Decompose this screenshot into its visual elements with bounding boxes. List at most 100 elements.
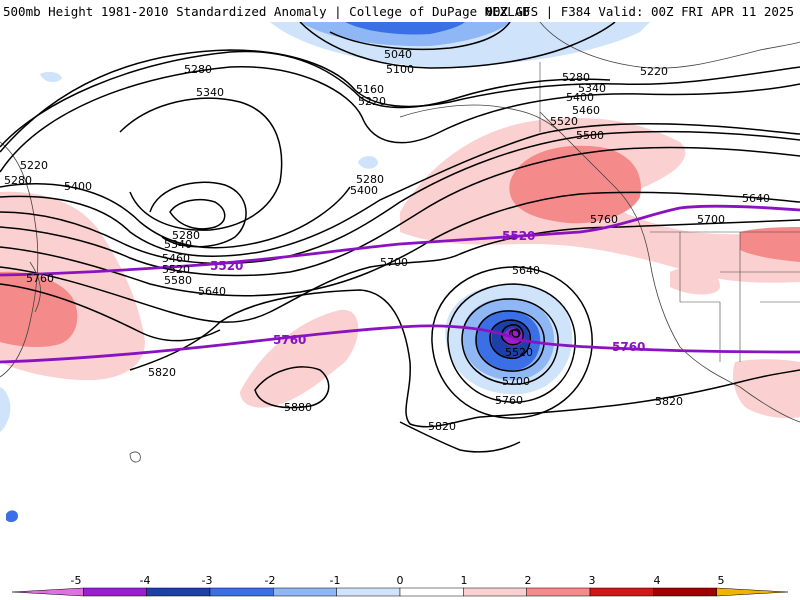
label-5820-east: 5820: [655, 395, 683, 408]
legend-color-segment: [653, 587, 717, 597]
contour-5460: [0, 122, 800, 257]
label-5040: 5040: [384, 48, 412, 61]
color-scale-legend: -5 -4 -3 -2 -1 0 1 2 3 4 5: [11, 574, 789, 597]
label-5280-low: 5280: [172, 229, 200, 242]
label-5880: 5880: [284, 401, 312, 414]
contour-5160: [0, 50, 611, 148]
label-5640-east: 5640: [742, 192, 770, 205]
label-5220-north: 5220: [358, 95, 386, 108]
border-states: [679, 232, 800, 362]
map-title: 500mb Height 1981-2010 Standardized Anom…: [3, 4, 530, 19]
label-5340-east: 5340: [578, 82, 606, 95]
label-5640-west: 5640: [198, 285, 226, 298]
label-5160: 5160: [356, 83, 384, 96]
label-5760-east: 5760: [590, 213, 618, 226]
label-5280-west: 5280: [4, 174, 32, 187]
coastline-island: [129, 451, 141, 463]
label-5100: 5100: [386, 63, 414, 76]
highlight-contours: [0, 204, 800, 364]
negative-anomaly-west: [0, 387, 11, 432]
legend-tick-labels: -5 -4 -3 -2 -1 0 1 2 3 4 5: [71, 574, 725, 587]
legend-tick-m4: -4: [140, 574, 151, 587]
legend-tick-m1: -1: [330, 574, 341, 587]
coastline-north: [539, 22, 800, 69]
legend-color-segment: [11, 587, 84, 597]
model-run-info: 00Z GFS | F384 Valid: 00Z FRI APR 11 202…: [485, 4, 794, 19]
legend-color-segment: [526, 587, 591, 597]
anomaly-map: 5040 5100 5160 5220 5220 5220 5280 5280 …: [0, 22, 800, 523]
legend-color-segment: [716, 587, 789, 597]
label-5340-low: 5340: [164, 238, 192, 251]
label-5820-west: 5820: [148, 366, 176, 379]
positive-anomaly-west-core: [0, 271, 78, 348]
label-5520-west: 5520: [162, 263, 190, 276]
label-5280-east: 5280: [562, 71, 590, 84]
contour-5580: [0, 146, 800, 277]
legend-tick-2: 2: [525, 574, 532, 587]
contour-5040: [329, 22, 511, 51]
label-5820-south: 5820: [428, 420, 456, 433]
contour-5280-north: [0, 66, 800, 173]
legend-tick-1: 1: [461, 574, 468, 587]
legend-color-segment: [146, 587, 211, 597]
label-5220-west: 5220: [20, 159, 48, 172]
highlight-label-5520-west: 5520: [210, 259, 243, 273]
contour-5400: [0, 183, 351, 249]
legend-color-bar: [11, 587, 789, 597]
legend-tick-0: 0: [397, 574, 404, 587]
negative-anomaly-spot: [6, 510, 18, 523]
contour-5100: [299, 22, 616, 69]
legend-tick-3: 3: [589, 574, 596, 587]
label-5400-west: 5400: [64, 180, 92, 193]
label-5580: 5580: [164, 274, 192, 287]
legend-color-segment: [336, 587, 401, 597]
label-5700-center: 5700: [380, 256, 408, 269]
legend-color-segment: [589, 587, 654, 597]
negative-anomaly-north-deep: [345, 22, 465, 35]
positive-anomaly-central: [240, 309, 359, 408]
highlight-label-5760-center: 5760: [273, 333, 306, 347]
contour-5700: [0, 219, 800, 323]
label-5460: 5460: [162, 252, 190, 265]
contour-5820-south: [399, 421, 521, 453]
coastline-japan: [29, 261, 41, 313]
label-5460-east: 5460: [572, 104, 600, 117]
highlight-contour-5520: [0, 204, 800, 277]
label-5400-center: 5400: [350, 184, 378, 197]
positive-anomaly-northeast-core: [509, 145, 641, 224]
contour-labels: 5040 5100 5160 5220 5220 5220 5280 5280 …: [4, 48, 770, 433]
label-5640-low: 5640: [512, 264, 540, 277]
label-5280-north: 5280: [184, 63, 212, 76]
legend-tick-m3: -3: [202, 574, 213, 587]
legend-color-segment: [83, 587, 147, 597]
legend-tick-5: 5: [718, 574, 725, 587]
negative-anomaly-small: [358, 156, 378, 169]
contour-5520: [0, 130, 800, 265]
label-5280-center: 5280: [356, 173, 384, 186]
highlight-label-5760-east: 5760: [612, 340, 645, 354]
low-center-marker: [511, 328, 521, 338]
legend-tick-4: 4: [654, 574, 661, 587]
label-5520-east: 5520: [550, 115, 578, 128]
contour-5760-north: [0, 283, 221, 342]
label-5220-east: 5220: [640, 65, 668, 78]
label-5700-east: 5700: [697, 213, 725, 226]
label-5520-low: 5520: [505, 346, 533, 359]
contour-5220-north: [0, 49, 800, 153]
highlight-labels: 5520 5520 5760 5760: [210, 229, 645, 354]
positive-anomaly-east: [740, 227, 800, 262]
coastline-asia: [0, 141, 39, 378]
contour-5280-low: [169, 199, 226, 230]
negative-anomaly-small-2: [40, 71, 62, 83]
positive-anomaly-east-2: [670, 267, 720, 295]
legend-color-segment: [399, 587, 464, 597]
legend-color-segment: [209, 587, 274, 597]
highlight-label-5520-east: 5520: [502, 229, 535, 243]
contour-5640: [0, 191, 800, 297]
label-5400-east: 5400: [566, 91, 594, 104]
legend-color-segment: [273, 587, 337, 597]
highlight-contour-5760: [0, 324, 800, 364]
legend-color-segment: [463, 587, 527, 597]
label-5340-north: 5340: [196, 86, 224, 99]
label-5760-west: 5760: [26, 272, 54, 285]
